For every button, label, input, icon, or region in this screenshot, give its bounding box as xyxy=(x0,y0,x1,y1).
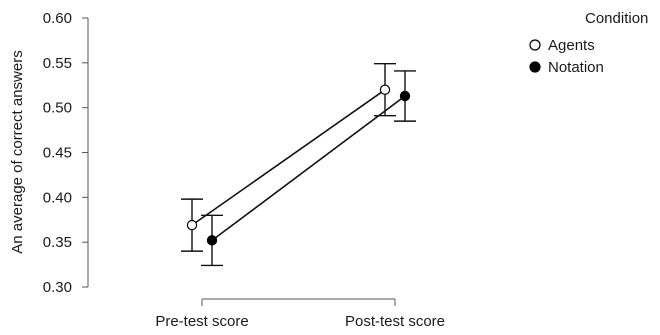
y-ticks: 0.30 0.35 0.40 0.45 0.50 0.55 0.60 xyxy=(43,10,88,296)
y-tick-label: 0.40 xyxy=(43,189,72,206)
y-axis: 0.30 0.35 0.40 0.45 0.50 0.55 0.60 An average … xyxy=(9,10,89,296)
legend-items: Agents Notation xyxy=(529,37,604,76)
y-tick-label: 0.35 xyxy=(43,234,72,251)
legend-label-agents: Agents xyxy=(548,37,595,54)
y-tick-label: 0.50 xyxy=(43,100,72,117)
plot-area xyxy=(181,63,416,267)
x-ticks: Pre-test score Post-test score xyxy=(155,299,445,330)
y-axis-title: An average of correct answers xyxy=(9,50,26,253)
x-tick-label: Pre-test score xyxy=(155,313,248,330)
legend-marker-notation xyxy=(529,61,541,73)
legend-title: Condition xyxy=(585,10,648,27)
y-tick-label: 0.55 xyxy=(43,55,72,72)
data-point-notation xyxy=(399,90,411,102)
series-line-agents xyxy=(191,89,386,226)
legend: Condition Agents Notation xyxy=(529,10,648,76)
data-point-agents xyxy=(186,219,198,231)
data-point-agents xyxy=(379,84,391,95)
series-line-notation xyxy=(211,95,406,242)
x-axis: Pre-test score Post-test score xyxy=(155,298,445,330)
data-point-notation xyxy=(206,235,218,246)
legend-marker-agents xyxy=(529,39,541,51)
x-tick-label: Post-test score xyxy=(345,313,445,330)
legend-label-notation: Notation xyxy=(548,59,604,76)
y-tick-label: 0.60 xyxy=(43,10,72,27)
y-tick-label: 0.30 xyxy=(43,279,72,296)
y-tick-label: 0.45 xyxy=(43,145,72,162)
